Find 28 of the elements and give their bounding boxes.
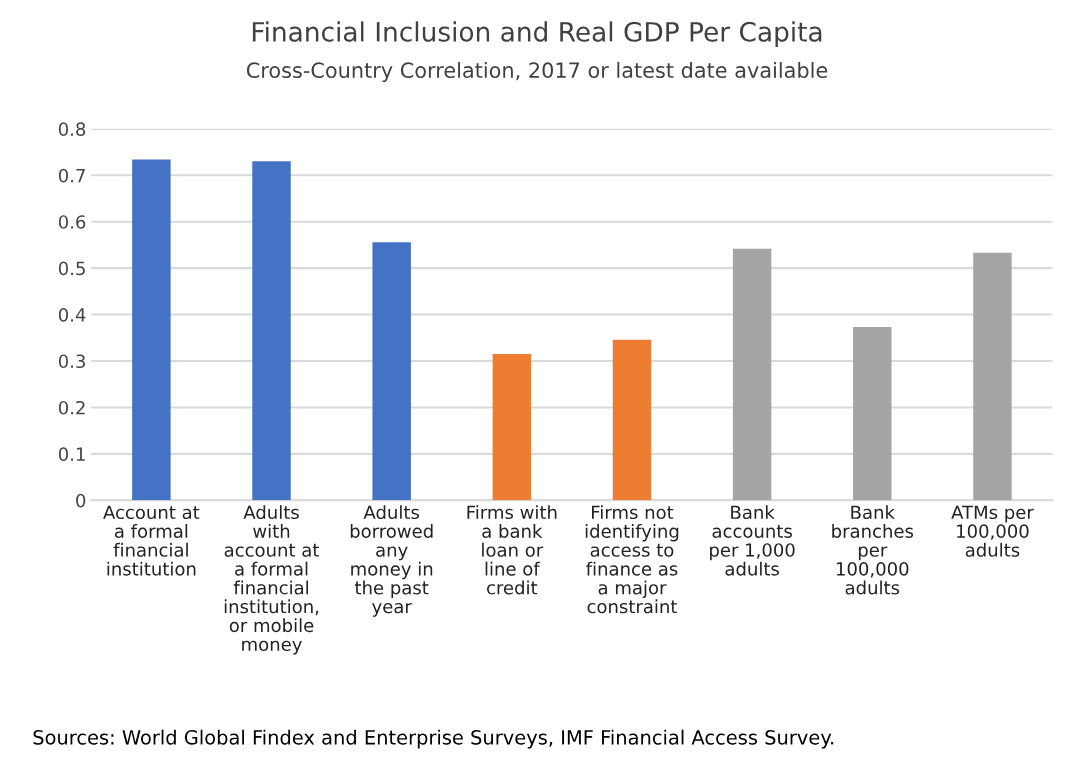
chart-subtitle: Cross-Country Correlation, 2017 or latest date available bbox=[246, 61, 828, 83]
bar bbox=[732, 248, 772, 501]
y-tick-label: 0.7 bbox=[58, 168, 85, 183]
x-tick-label: Bank branches per 100,000 adults bbox=[832, 505, 914, 595]
x-tick-label: ATMs per 100,000 adults bbox=[951, 505, 1034, 557]
source-note: Sources: World Global Findex and Enterprise Surveys, IMF Financial Access Survey. bbox=[33, 729, 834, 749]
y-tick-label: 0.1 bbox=[58, 447, 85, 461]
bar bbox=[492, 354, 532, 501]
y-tick-label: 0 bbox=[76, 493, 86, 508]
x-tick-label: Adults with account at a formal financial institution, or mobile money bbox=[224, 505, 319, 655]
y-tick-label: 0.5 bbox=[58, 261, 85, 276]
y-tick-label: 0.4 bbox=[58, 308, 86, 322]
bar bbox=[612, 339, 652, 501]
bar bbox=[132, 159, 171, 501]
bar bbox=[853, 327, 892, 501]
x-tick-label: Firms not identifying access to finance as a major constraint bbox=[585, 505, 679, 614]
x-tick-label: Bank accounts per 1,000 adults bbox=[710, 505, 795, 576]
y-tick-label: 0.2 bbox=[58, 400, 85, 415]
y-tick-label: 0.8 bbox=[58, 122, 86, 136]
bar bbox=[252, 161, 291, 501]
bar bbox=[372, 242, 411, 501]
x-tick-label: Firms with a bank loan or line of credit bbox=[467, 505, 557, 595]
bar bbox=[973, 252, 1012, 501]
x-tick-label: Account at a formal financial institution bbox=[103, 505, 200, 576]
y-tick-label: 0.3 bbox=[58, 354, 85, 369]
y-tick-label: 0.6 bbox=[58, 215, 86, 229]
chart-title: Financial Inclusion and Real GDP Per Capita bbox=[252, 21, 822, 47]
x-tick-label: Adults borrowed any money in the past year bbox=[350, 505, 433, 617]
